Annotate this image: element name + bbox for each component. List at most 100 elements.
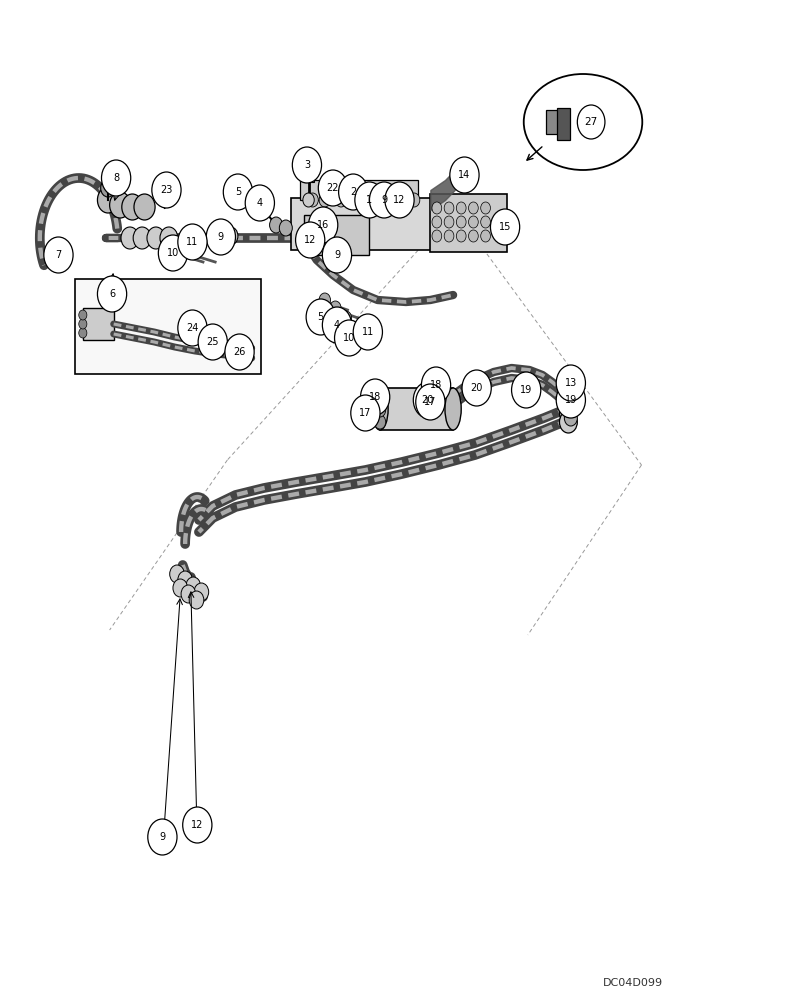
Circle shape — [564, 400, 577, 416]
Ellipse shape — [444, 388, 461, 430]
Bar — [545, 110, 564, 134]
Circle shape — [327, 180, 343, 200]
Circle shape — [295, 222, 324, 258]
Text: 11: 11 — [361, 327, 374, 337]
Circle shape — [158, 235, 187, 271]
Text: 25: 25 — [206, 337, 219, 347]
Circle shape — [308, 207, 337, 243]
Circle shape — [456, 230, 466, 242]
Text: 14: 14 — [457, 170, 470, 180]
Circle shape — [431, 202, 441, 214]
Circle shape — [408, 193, 419, 207]
Circle shape — [169, 565, 184, 583]
Text: 18: 18 — [429, 380, 442, 390]
Text: 5: 5 — [317, 312, 324, 322]
Text: 9: 9 — [217, 232, 224, 242]
Circle shape — [160, 227, 178, 249]
Text: 8: 8 — [113, 173, 119, 183]
Circle shape — [366, 193, 377, 207]
Circle shape — [374, 415, 385, 429]
Circle shape — [559, 392, 577, 414]
Text: 12: 12 — [303, 235, 316, 245]
Text: 9: 9 — [333, 250, 340, 260]
Circle shape — [480, 216, 490, 228]
Circle shape — [322, 307, 351, 343]
Circle shape — [384, 182, 414, 218]
Circle shape — [413, 382, 442, 418]
Circle shape — [189, 591, 204, 609]
Text: 22: 22 — [326, 183, 339, 193]
Circle shape — [134, 194, 155, 220]
Circle shape — [461, 370, 491, 406]
Circle shape — [468, 202, 478, 214]
Circle shape — [350, 395, 380, 431]
Circle shape — [319, 193, 330, 207]
Text: 16: 16 — [316, 220, 329, 230]
Text: 7: 7 — [55, 250, 62, 260]
Bar — [83, 308, 114, 340]
Circle shape — [490, 209, 519, 245]
Circle shape — [395, 193, 406, 207]
Circle shape — [109, 192, 131, 218]
Text: 10: 10 — [342, 333, 355, 343]
Circle shape — [468, 216, 478, 228]
Circle shape — [421, 367, 450, 403]
Circle shape — [556, 365, 585, 401]
Circle shape — [480, 230, 490, 242]
Circle shape — [444, 230, 453, 242]
Text: 4: 4 — [256, 198, 263, 208]
Circle shape — [444, 202, 453, 214]
Text: 17: 17 — [423, 397, 436, 407]
Circle shape — [353, 314, 382, 350]
Text: 27: 27 — [584, 117, 597, 127]
Circle shape — [121, 227, 139, 249]
Circle shape — [374, 391, 385, 405]
Circle shape — [480, 202, 490, 214]
Circle shape — [319, 293, 330, 307]
Circle shape — [380, 193, 392, 207]
Text: 3: 3 — [303, 160, 310, 170]
Bar — [556, 108, 569, 140]
Circle shape — [44, 237, 73, 273]
Circle shape — [186, 577, 200, 595]
Circle shape — [564, 390, 577, 406]
Circle shape — [559, 402, 577, 424]
Bar — [430, 194, 507, 252]
Circle shape — [511, 372, 540, 408]
Circle shape — [183, 243, 195, 257]
Circle shape — [171, 243, 182, 257]
Text: 9: 9 — [380, 195, 387, 205]
Circle shape — [79, 328, 87, 338]
Circle shape — [559, 382, 577, 404]
Text: 1: 1 — [366, 195, 372, 205]
Text: 13: 13 — [564, 378, 577, 388]
Circle shape — [79, 310, 87, 320]
Circle shape — [269, 217, 282, 233]
Circle shape — [79, 319, 87, 329]
Text: 2: 2 — [350, 187, 356, 197]
Circle shape — [307, 193, 318, 207]
Bar — [304, 215, 369, 255]
Text: 18: 18 — [368, 392, 381, 402]
Text: 11: 11 — [186, 237, 199, 247]
Circle shape — [178, 310, 207, 346]
Circle shape — [415, 384, 444, 420]
Circle shape — [559, 411, 577, 433]
Circle shape — [279, 220, 292, 236]
Circle shape — [449, 157, 478, 193]
Circle shape — [444, 216, 453, 228]
Circle shape — [338, 174, 367, 210]
Circle shape — [206, 219, 235, 255]
Circle shape — [245, 185, 274, 221]
Text: 17: 17 — [358, 408, 371, 418]
Text: 6: 6 — [109, 289, 115, 299]
Circle shape — [182, 807, 212, 843]
Circle shape — [577, 105, 604, 139]
Circle shape — [360, 379, 389, 415]
Bar — [300, 180, 418, 200]
Circle shape — [101, 160, 131, 196]
Text: 10: 10 — [166, 248, 179, 258]
Circle shape — [431, 230, 441, 242]
Bar — [380, 388, 453, 430]
Bar — [290, 198, 432, 250]
